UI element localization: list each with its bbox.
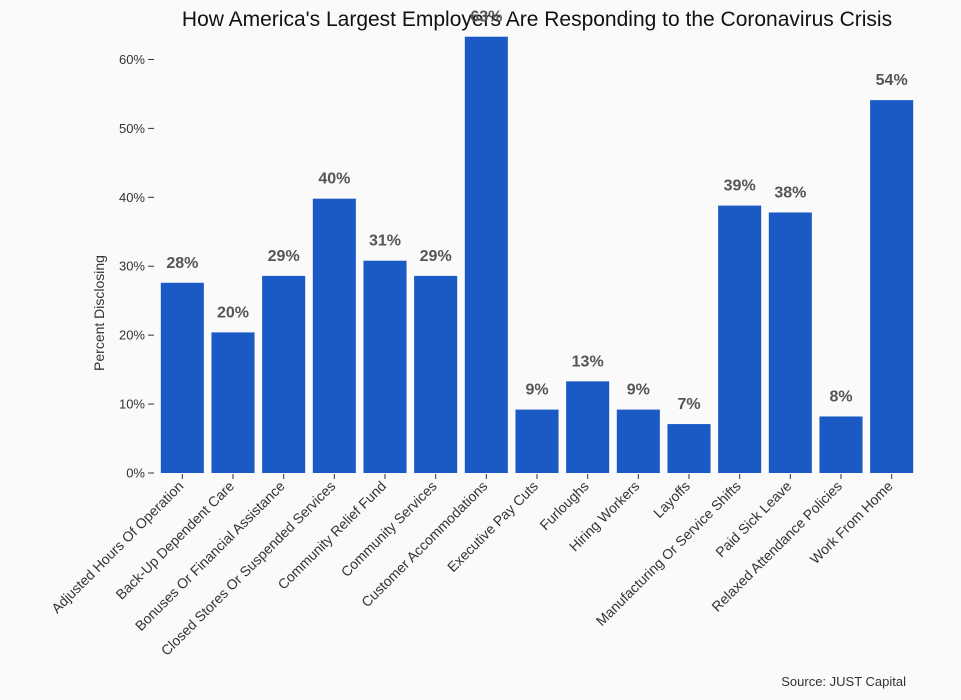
bar bbox=[464, 36, 508, 474]
bar bbox=[718, 205, 762, 473]
data-label: 13% bbox=[572, 353, 604, 370]
data-labels: 28% 20% 29% 40% 31% 29% 63% 9% 13% 9% 7% 39% 38% 8% 54… bbox=[166, 9, 907, 413]
data-label: 8% bbox=[829, 388, 852, 405]
y-tick-label: 30% bbox=[119, 259, 145, 274]
data-label: 40% bbox=[318, 171, 350, 188]
data-label: 29% bbox=[420, 248, 452, 265]
x-tick-label: Layoffs bbox=[650, 478, 693, 521]
y-tick-label: 20% bbox=[119, 328, 145, 343]
chart-title: How America's Largest Employers Are Resp… bbox=[182, 8, 892, 31]
bar bbox=[870, 100, 914, 473]
bar bbox=[515, 409, 559, 473]
data-label: 31% bbox=[369, 233, 401, 250]
bar bbox=[262, 275, 306, 473]
bar bbox=[819, 416, 863, 473]
data-label: 29% bbox=[268, 248, 300, 265]
bar bbox=[211, 332, 255, 473]
data-label: 9% bbox=[627, 382, 650, 399]
bar bbox=[768, 212, 812, 473]
source-note: Source: JUST Capital bbox=[781, 674, 906, 689]
data-label: 39% bbox=[724, 178, 756, 195]
x-tick-label: Community Services bbox=[338, 478, 440, 580]
bar bbox=[616, 409, 660, 473]
data-label: 20% bbox=[217, 304, 249, 321]
y-tick-label: 50% bbox=[119, 121, 145, 136]
bar bbox=[160, 282, 204, 473]
bar bbox=[414, 275, 458, 473]
data-label: 9% bbox=[525, 382, 548, 399]
bar bbox=[312, 198, 356, 473]
y-tick-label: 40% bbox=[119, 190, 145, 205]
y-axis-label: Percent Disclosing bbox=[91, 255, 107, 371]
data-label: 7% bbox=[677, 396, 700, 413]
bar bbox=[667, 424, 711, 473]
bars bbox=[160, 36, 914, 474]
y-axis: 0% 10% 20% 30% 40% 50% 60% bbox=[119, 52, 154, 481]
x-tick-label: Executive Pay Cuts bbox=[444, 478, 541, 575]
data-label: 54% bbox=[876, 72, 908, 89]
data-label: 28% bbox=[166, 255, 198, 272]
data-label: 38% bbox=[774, 184, 806, 201]
y-tick-label: 0% bbox=[126, 466, 145, 481]
data-label: 63% bbox=[470, 9, 502, 26]
y-tick-label: 10% bbox=[119, 397, 145, 412]
y-tick-label: 60% bbox=[119, 52, 145, 67]
bar bbox=[363, 260, 407, 473]
bar bbox=[566, 381, 610, 473]
